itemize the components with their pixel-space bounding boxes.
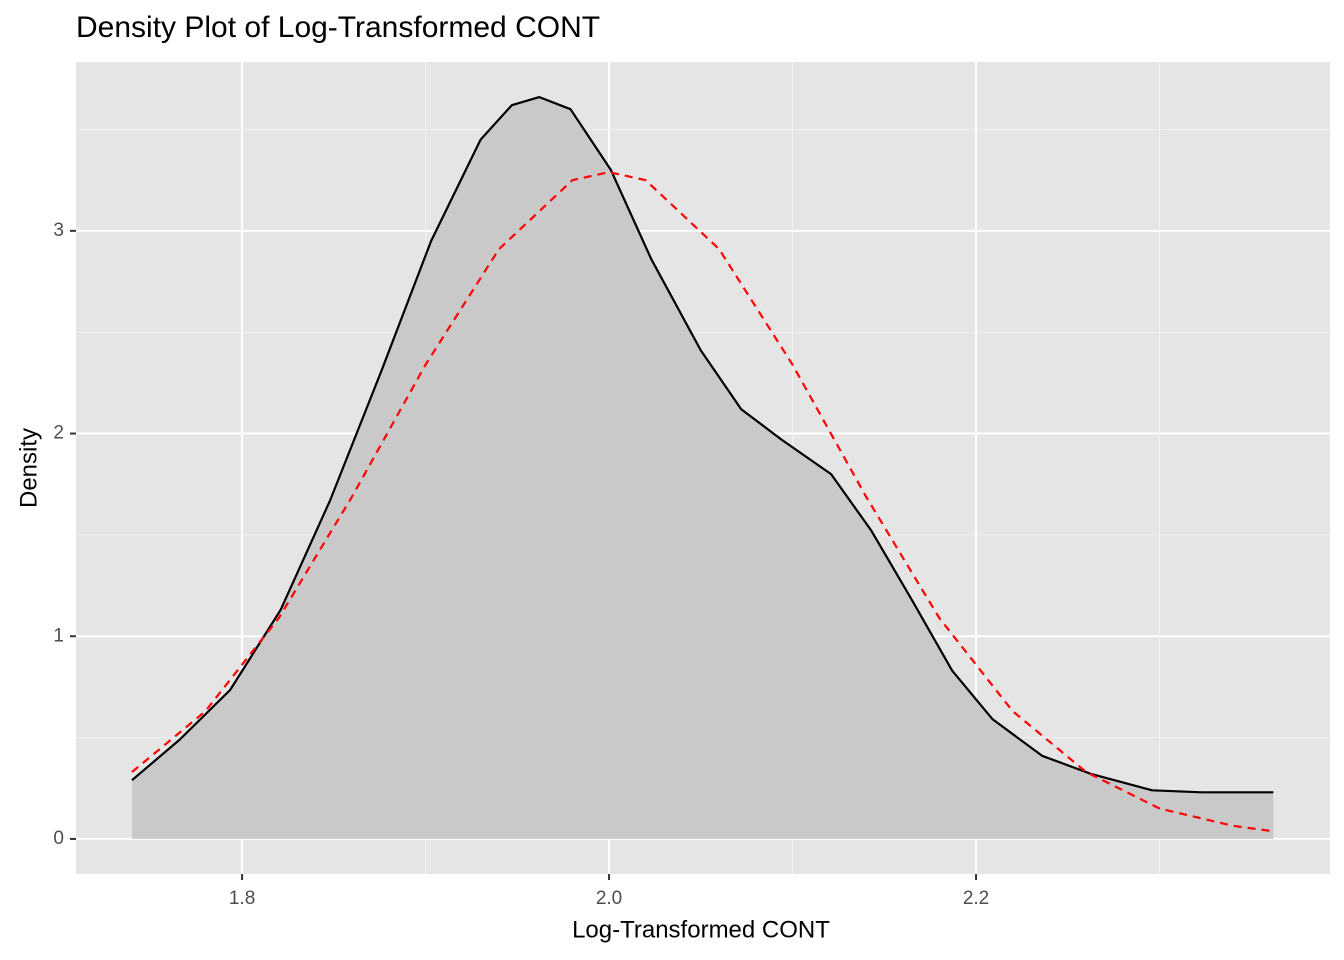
density-line bbox=[131, 96, 1274, 794]
chart-title: Density Plot of Log-Transformed CONT bbox=[76, 11, 600, 44]
x-tick-label: 2.0 bbox=[596, 888, 622, 909]
x-axis-title: Log-Transformed CONT bbox=[572, 916, 830, 943]
density-area bbox=[131, 97, 1274, 839]
x-tick-label: 2.2 bbox=[963, 888, 989, 909]
y-axis-title: Density bbox=[15, 428, 42, 508]
y-tick-label: 0 bbox=[53, 828, 64, 849]
y-tick-label: 2 bbox=[53, 423, 64, 444]
y-tick-label: 3 bbox=[53, 220, 64, 241]
x-tick-label: 1.8 bbox=[229, 888, 255, 909]
normal-curve bbox=[131, 171, 1270, 832]
y-tick-label: 1 bbox=[53, 625, 64, 646]
